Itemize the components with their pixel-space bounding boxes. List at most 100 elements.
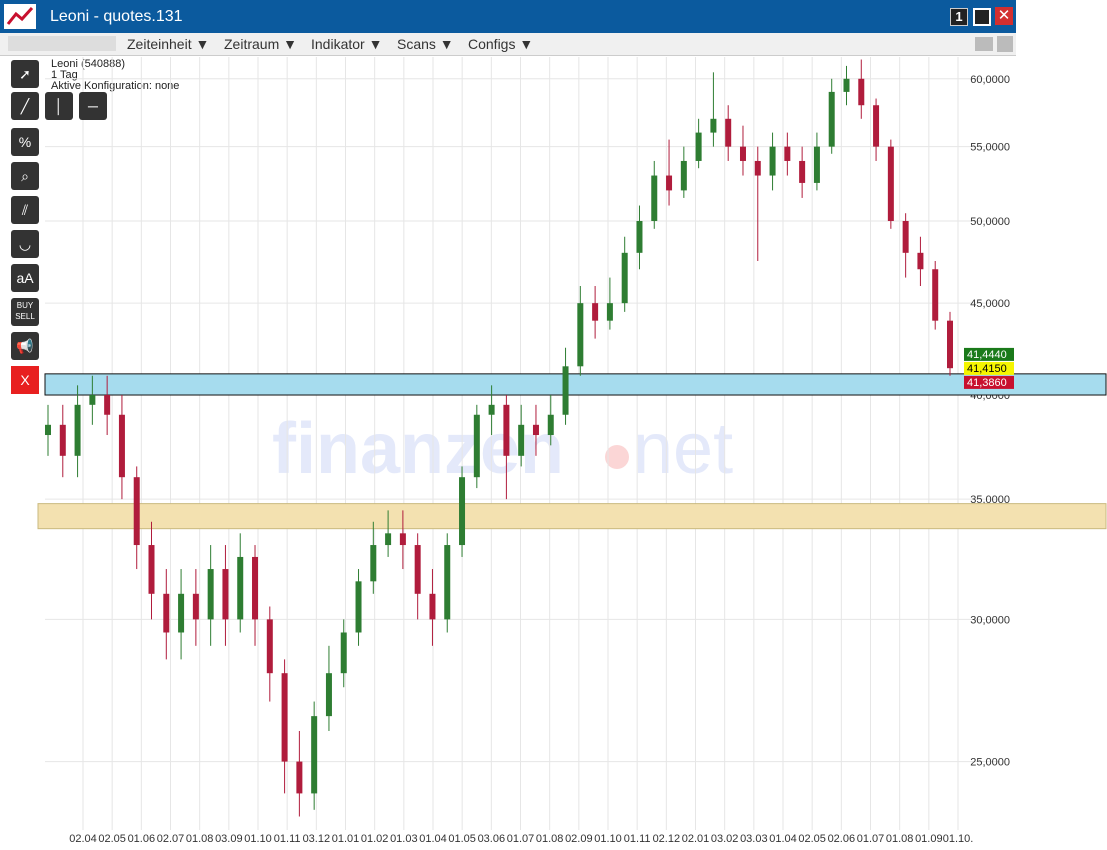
menu-item[interactable]: Configs ▼ (468, 36, 534, 52)
x-tick-label: 02.07 (157, 833, 185, 845)
x-tick-label: 02.04 (69, 833, 97, 845)
x-tick-label: 01.09 (915, 833, 943, 845)
y-tick-label: 45,0000 (970, 298, 1010, 310)
candle-body (252, 556, 259, 620)
candle-body (739, 146, 746, 161)
menu-item[interactable]: Scans ▼ (397, 36, 454, 52)
chart-info: Aktive Konfiguration: none (51, 80, 179, 92)
candle-body (192, 593, 199, 620)
candle-body (636, 220, 643, 253)
watermark: finanzen (272, 409, 564, 489)
price-tag-label: 41,4440 (967, 349, 1007, 361)
candle-body (710, 118, 717, 133)
menu-bar: Zeiteinheit ▼ Zeitraum ▼ Indikator ▼ Sca… (0, 33, 1016, 56)
candle-body (340, 632, 347, 674)
x-tick-label: 03.03 (740, 833, 768, 845)
candle-body (311, 716, 318, 794)
folder-icon[interactable] (975, 37, 993, 51)
x-tick-label: 01.03 (390, 833, 418, 845)
tool-delete[interactable]: X (11, 366, 39, 394)
price-tag-label: 41,3860 (967, 377, 1007, 389)
candle-body (932, 269, 939, 321)
menu-item[interactable]: Zeitraum ▼ (224, 36, 297, 52)
candle-body (947, 320, 953, 369)
tool-buysell[interactable]: BUY SELL (11, 298, 39, 326)
x-tick-label: 01.11 (624, 833, 651, 845)
candle-body (399, 533, 406, 546)
candle-body (769, 146, 776, 176)
tool-percent[interactable]: % (11, 128, 39, 156)
x-tick-label: 02.09 (565, 833, 593, 845)
candle-body (695, 132, 702, 161)
tool-channel[interactable]: ⫽ (11, 196, 39, 224)
tool-announce[interactable]: 📢 (11, 332, 39, 360)
candle-body (503, 404, 510, 456)
watermark-word: finanzen (272, 409, 564, 489)
app-icon (4, 4, 36, 29)
x-tick-label: 02.01 (682, 833, 710, 845)
candle-body (133, 477, 140, 546)
x-tick-label: 01.04 (769, 833, 797, 845)
close-button[interactable]: ✕ (995, 7, 1013, 25)
x-tick-label: 01.06 (128, 833, 156, 845)
candle-body (178, 593, 185, 633)
candle-body (754, 160, 761, 176)
x-tick-label: 02.12 (653, 833, 681, 845)
x-tick-label: 01.05 (448, 833, 476, 845)
candle-body (784, 146, 791, 161)
candle-body (532, 424, 539, 436)
tool-line[interactable]: ╱ (11, 92, 39, 120)
candle-body (621, 252, 628, 304)
price-zone (44, 373, 1107, 396)
candle-body (222, 569, 229, 620)
y-tick-label: 25,0000 (970, 757, 1010, 769)
save-icon[interactable] (997, 36, 1013, 52)
x-tick-label: 02.05 (98, 833, 126, 845)
candle-body (45, 424, 51, 436)
candle-body (813, 146, 820, 183)
candle-body (296, 761, 303, 794)
candle-body (873, 105, 880, 147)
x-tick-label: 01.08 (186, 833, 214, 845)
tool-text[interactable]: aA (11, 264, 39, 292)
candle-body (473, 414, 480, 478)
candle-body (237, 556, 244, 620)
y-tick-label: 60,0000 (970, 74, 1010, 86)
tool-pointer[interactable]: ➚ (11, 60, 39, 88)
candle-body (651, 175, 658, 221)
candle-body (917, 252, 924, 270)
window-title: Leoni - quotes.131 (50, 8, 183, 25)
price-zone (37, 503, 1107, 530)
x-tick-label: 01.11 (274, 833, 301, 845)
buy-label: BUY (16, 301, 34, 310)
chart-info: 1 Tag (51, 69, 78, 81)
y-tick-label: 50,0000 (970, 216, 1010, 228)
badge[interactable]: 1 (950, 8, 968, 26)
candle-body (325, 673, 332, 717)
x-tick-label: 01.10 (244, 833, 272, 845)
candle-body (59, 424, 66, 456)
tool-arc[interactable]: ◡ (11, 230, 39, 258)
candle-body (370, 545, 377, 582)
search-box[interactable] (8, 36, 116, 51)
y-tick-label: 55,0000 (970, 142, 1010, 154)
candle-body (444, 545, 451, 620)
tool-zoom[interactable]: ⌕ (11, 162, 39, 190)
x-tick-label: 01.02 (361, 833, 389, 845)
candle-body (592, 303, 599, 321)
x-tick-label: 03.12 (303, 833, 331, 845)
y-tick-label: 30,0000 (970, 614, 1010, 626)
menu-item[interactable]: Zeiteinheit ▼ (127, 36, 210, 52)
x-tick-label: 01.01 (332, 833, 360, 845)
tool-hline[interactable]: ─ (79, 92, 107, 120)
menu-item[interactable]: Indikator ▼ (311, 36, 383, 52)
x-tick-label: 03.09 (215, 833, 243, 845)
x-tick-label: 03.02 (711, 833, 739, 845)
maximize-button[interactable] (973, 8, 991, 26)
candle-body (89, 395, 96, 405)
tool-vline[interactable]: │ (45, 92, 73, 120)
candle-body (547, 414, 554, 436)
price-tag-label: 41,4150 (967, 363, 1007, 375)
